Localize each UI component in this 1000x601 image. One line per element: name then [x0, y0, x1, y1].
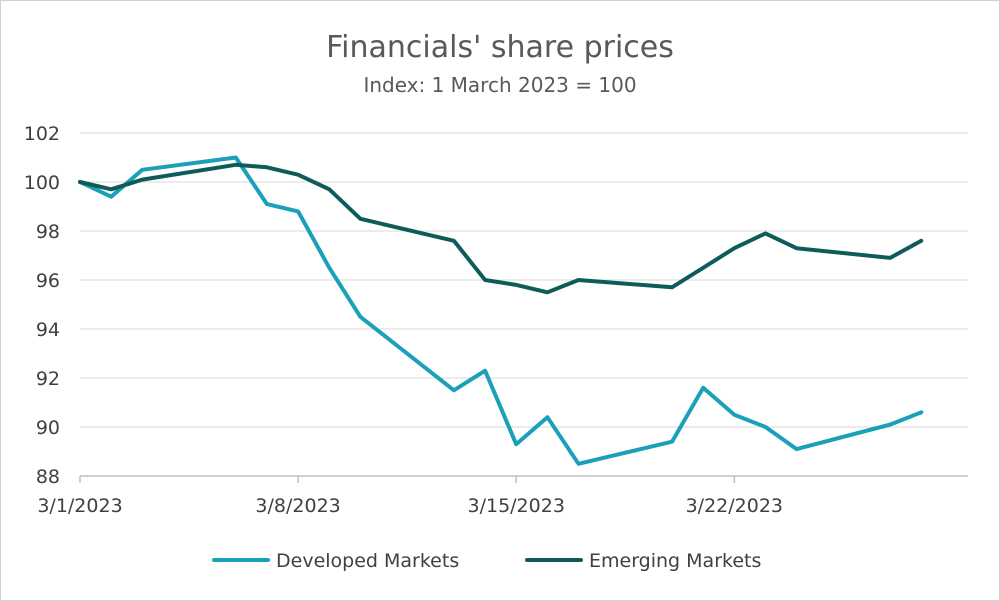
y-tick-label-100: 100: [24, 172, 60, 194]
series-line-emerging-markets: [78, 162, 924, 295]
y-tick-label-92: 92: [36, 368, 60, 390]
y-tick-label-102: 102: [24, 123, 60, 145]
legend-label-developed-markets: Developed Markets: [276, 550, 459, 572]
y-tick-label-98: 98: [36, 221, 60, 243]
y-tick-label-94: 94: [36, 319, 60, 341]
x-tick-label-1: 3/8/2023: [255, 495, 340, 517]
gridlines: [80, 132, 968, 477]
x-axis: 3/1/2023 3/8/2023 3/15/2023 3/22/2023: [37, 476, 783, 517]
series-line-developed-markets: [78, 155, 924, 466]
y-tick-label-96: 96: [36, 270, 60, 292]
chart-subtitle: Index: 1 March 2023 = 100: [363, 73, 636, 97]
chart-title: Financials' share prices: [326, 30, 674, 65]
x-tick-label-3: 3/22/2023: [686, 495, 783, 517]
y-tick-label-90: 90: [36, 417, 60, 439]
legend: Developed Markets Emerging Markets: [212, 550, 761, 572]
legend-label-emerging-markets: Emerging Markets: [589, 550, 761, 572]
x-tick-label-0: 3/1/2023: [37, 495, 122, 517]
y-tick-label-88: 88: [36, 466, 60, 488]
series-lines: [78, 155, 924, 466]
x-tick-label-2: 3/15/2023: [467, 495, 564, 517]
y-axis: 88 90 92 94 96 98 100 102: [24, 123, 60, 488]
